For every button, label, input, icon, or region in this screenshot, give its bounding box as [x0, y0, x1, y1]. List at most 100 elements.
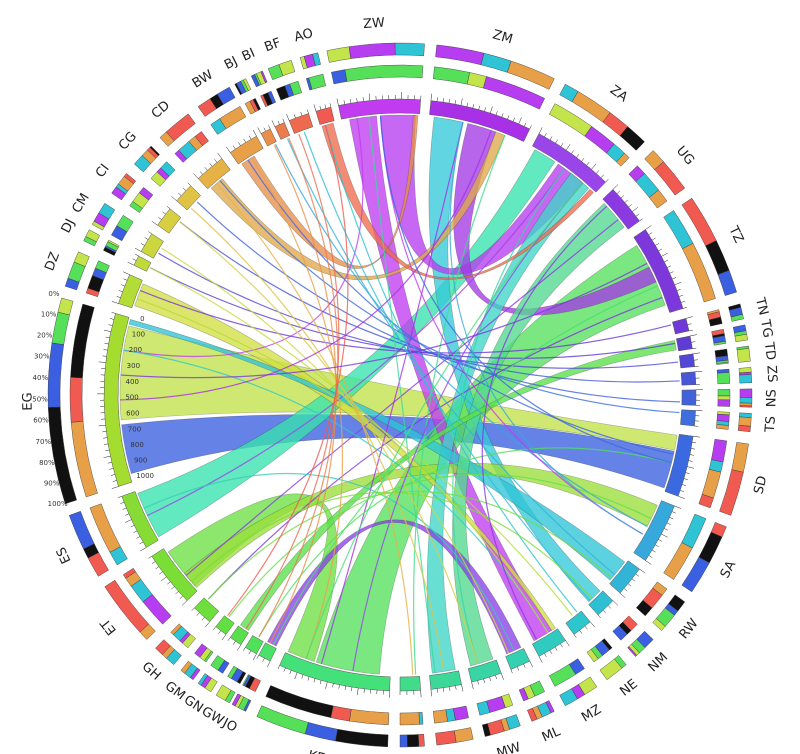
bar-part	[242, 674, 250, 686]
tick	[301, 674, 304, 679]
bar-part	[549, 663, 576, 687]
bar-part	[737, 425, 751, 433]
link-line	[143, 472, 515, 652]
bar-part	[57, 297, 74, 316]
bar-part	[180, 660, 193, 674]
tick	[596, 170, 600, 174]
tick	[645, 560, 652, 565]
tick	[105, 336, 110, 339]
tick	[179, 595, 183, 599]
tick	[612, 184, 619, 190]
tick	[329, 103, 332, 108]
count-tick-label: 300	[127, 362, 140, 370]
tick	[672, 277, 677, 280]
bar-part	[406, 734, 420, 748]
tick	[277, 120, 280, 125]
bar-part	[331, 69, 348, 85]
link-line	[247, 159, 674, 455]
ribbon	[321, 122, 594, 280]
tick	[631, 578, 636, 582]
bar-part	[399, 712, 420, 726]
tick	[243, 138, 246, 143]
bar-part	[433, 709, 448, 724]
segment-lr	[399, 676, 421, 692]
tick	[118, 496, 122, 498]
tick	[102, 355, 107, 357]
bar-part	[210, 655, 225, 671]
tick	[674, 505, 682, 509]
tick	[669, 517, 674, 520]
bar-part	[717, 395, 731, 401]
country-label: ML	[540, 724, 564, 746]
tick	[664, 528, 668, 531]
tick	[549, 650, 553, 654]
tick	[489, 677, 491, 682]
tick	[271, 120, 276, 127]
tick	[690, 334, 697, 337]
bar-part	[155, 639, 171, 655]
bar-part	[215, 684, 232, 701]
link-line	[179, 221, 479, 665]
country-label: NM	[646, 650, 671, 675]
ribbon-layer	[119, 114, 680, 675]
bar-part	[734, 333, 748, 343]
tick	[555, 139, 558, 144]
bar-part	[227, 665, 238, 679]
bar-part	[476, 700, 491, 716]
bar-part	[698, 531, 723, 564]
bar-part	[663, 542, 693, 580]
tick	[676, 289, 681, 291]
bar-part	[107, 239, 120, 248]
tick	[103, 349, 108, 351]
tick	[294, 672, 298, 680]
tick	[324, 104, 327, 109]
tick	[263, 127, 266, 132]
link-line	[324, 124, 578, 613]
link-line	[227, 124, 349, 617]
tick	[430, 93, 432, 101]
bar-part	[149, 145, 160, 157]
country-label: GH	[139, 659, 164, 683]
bar-part	[267, 90, 277, 104]
bar-part	[308, 73, 327, 90]
link-line	[190, 491, 593, 599]
segment-bj	[260, 128, 277, 147]
segment-sd	[664, 433, 694, 497]
segment-ts	[680, 409, 696, 427]
tick	[214, 159, 218, 163]
ribbon	[267, 519, 522, 655]
tick	[655, 544, 659, 548]
tick	[586, 161, 590, 166]
tick	[689, 454, 694, 456]
bar-part	[194, 643, 208, 658]
tick	[233, 640, 236, 645]
ribbon	[428, 116, 601, 603]
tick	[111, 486, 119, 489]
country-label: ZS	[763, 365, 779, 383]
tick	[693, 352, 701, 355]
bar-part	[483, 76, 545, 110]
bar-part	[85, 229, 101, 243]
tick	[671, 511, 676, 514]
bar-part	[418, 733, 425, 747]
bar-part	[265, 685, 334, 718]
tick	[560, 143, 564, 147]
country-label: TG	[757, 318, 775, 339]
tick	[120, 284, 125, 287]
link-line	[136, 298, 573, 617]
bar-part	[289, 80, 302, 96]
bar-part	[738, 416, 752, 427]
bar-part	[138, 187, 154, 201]
country-label: ZM	[491, 27, 514, 47]
tick	[674, 281, 682, 286]
country-label: CD	[149, 98, 173, 122]
tick	[624, 199, 629, 203]
segment-tz	[633, 229, 684, 313]
bar-part	[717, 389, 731, 397]
bar-part	[736, 348, 751, 363]
country-label: KE	[306, 748, 326, 754]
segment-za	[532, 133, 606, 193]
tick	[680, 490, 685, 492]
tick	[181, 600, 188, 606]
tick	[356, 98, 358, 103]
